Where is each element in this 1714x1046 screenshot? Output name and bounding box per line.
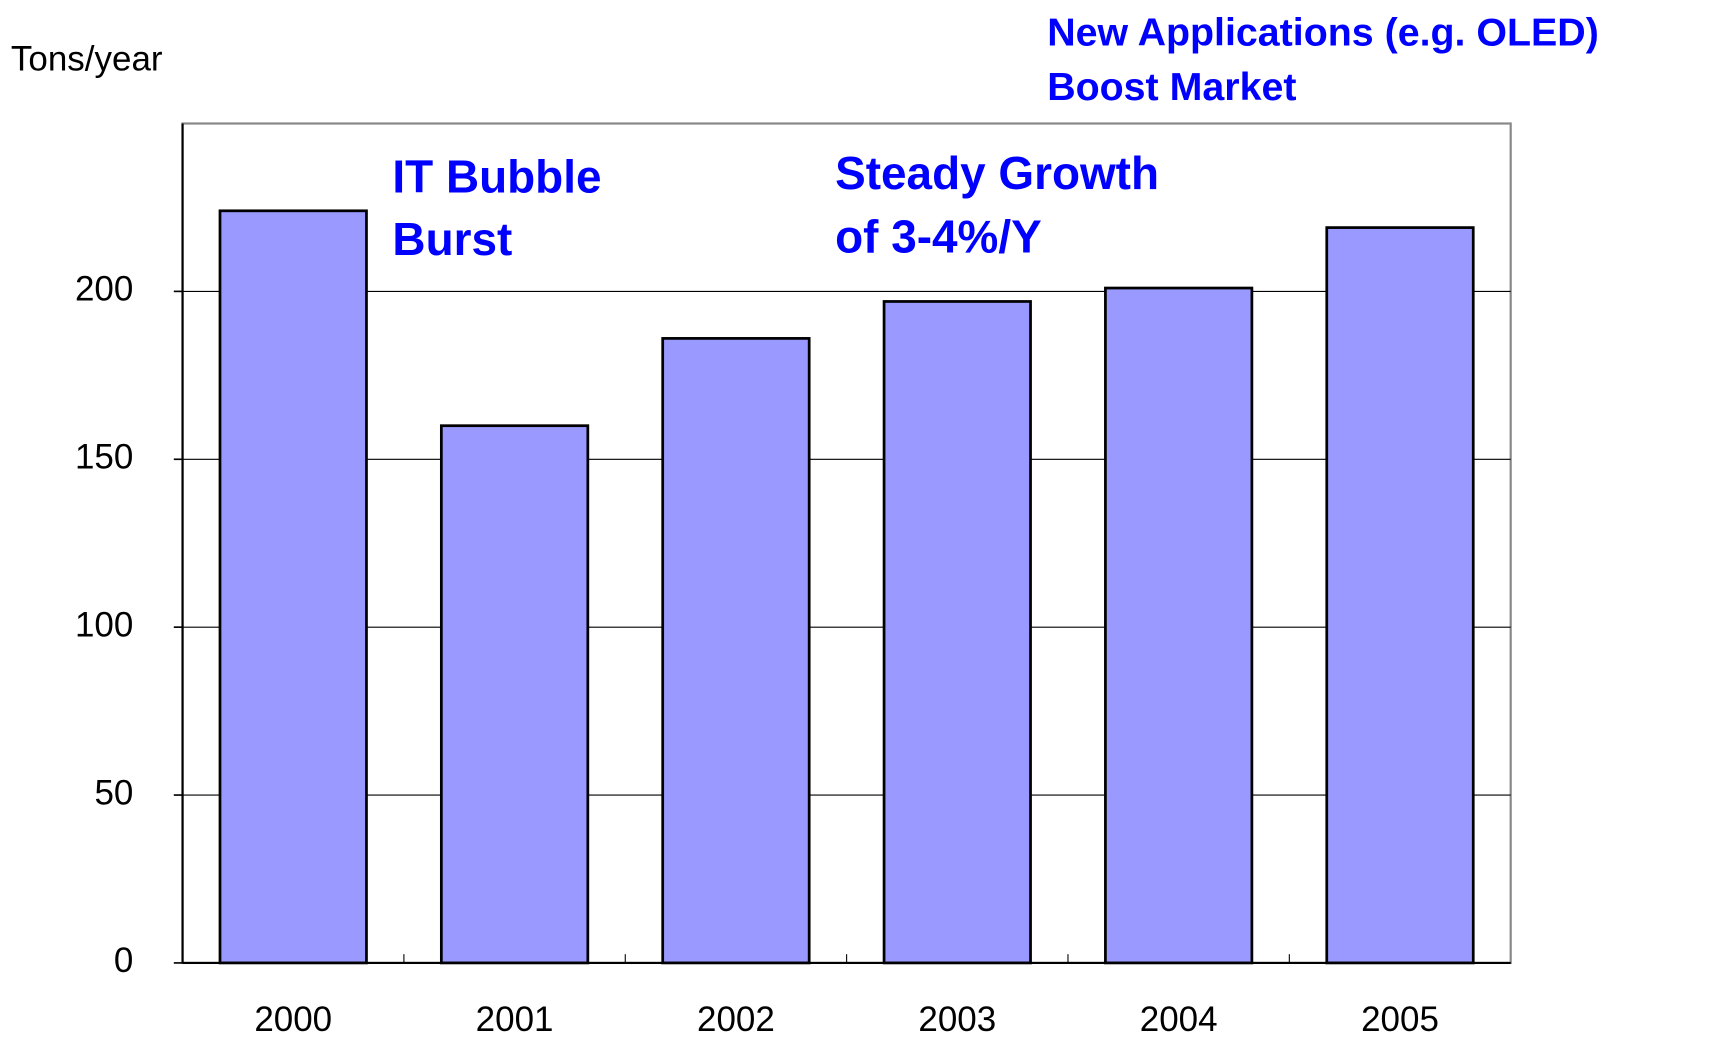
annotation: Burst (392, 213, 512, 265)
annotation: IT Bubble (392, 150, 601, 202)
y-tick-label: 150 (75, 438, 133, 477)
bar (1104, 286, 1254, 965)
x-tick-label: 2003 (918, 1000, 996, 1039)
x-tick-label: 2004 (1140, 1000, 1218, 1039)
y-tick-label: 100 (75, 605, 133, 644)
y-tick-label: 0 (114, 941, 133, 980)
y-tick-label: 50 (94, 773, 133, 812)
annotation: Steady Growth (835, 147, 1159, 199)
x-tick-label: 2001 (476, 1000, 554, 1039)
x-tick-label: 2000 (254, 1000, 332, 1039)
y-axis-label: Tons/year (11, 39, 163, 78)
x-tick-label: 2005 (1361, 1000, 1439, 1039)
bar (661, 337, 811, 965)
x-tick-label: 2002 (697, 1000, 775, 1039)
bar (218, 209, 368, 965)
plot-frame (181, 122, 1512, 965)
bar (882, 300, 1032, 965)
bar (439, 424, 590, 965)
annotation: New Applications (e.g. OLED) (1047, 10, 1599, 54)
y-tick-label: 200 (75, 270, 133, 309)
annotation: Boost Market (1047, 65, 1296, 109)
annotation: of 3-4%/Y (835, 211, 1042, 263)
bar (1325, 226, 1475, 965)
